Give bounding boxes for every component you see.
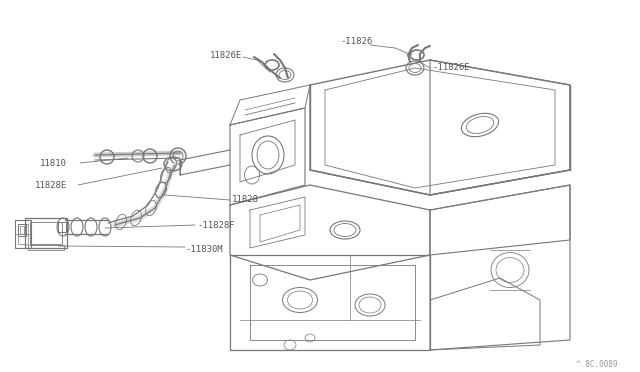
Text: -11830M: -11830M [185, 246, 223, 254]
Text: -I1826: -I1826 [340, 38, 372, 46]
Bar [25, 218, 67, 248]
Text: 11810: 11810 [40, 158, 67, 167]
Bar [18, 224, 28, 244]
Text: -11826E: -11826E [432, 64, 470, 73]
Text: ^ 8C.0089: ^ 8C.0089 [577, 360, 618, 369]
Text: 11828E: 11828E [35, 180, 67, 189]
Bar [28, 245, 64, 250]
Text: -11828F: -11828F [197, 221, 235, 230]
Bar [30, 222, 62, 244]
Bar [20, 226, 24, 234]
Text: 11828: 11828 [232, 196, 259, 205]
Text: 11826E: 11826E [210, 51, 243, 60]
Bar [15, 220, 31, 248]
Bar [58, 222, 66, 232]
Bar [18, 224, 26, 236]
